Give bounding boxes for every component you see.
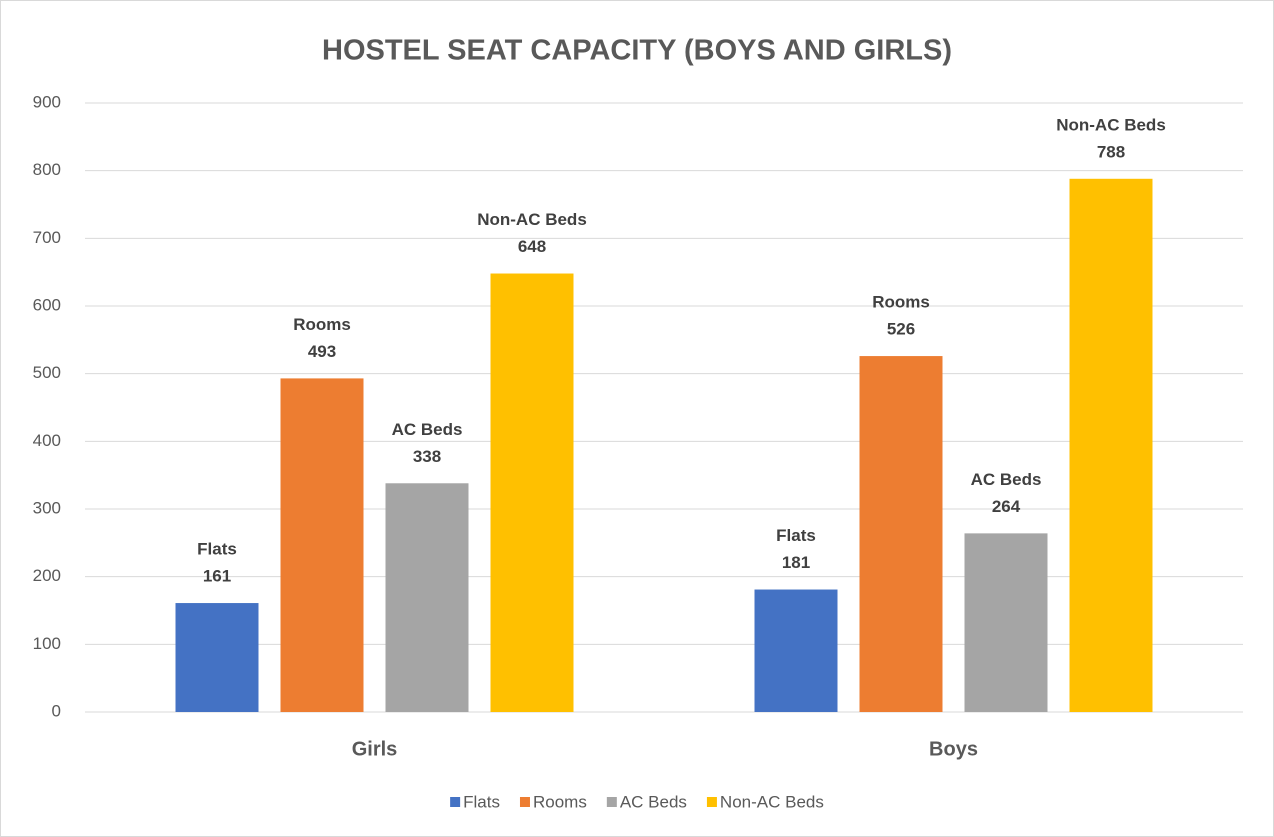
bar	[280, 378, 364, 712]
legend-swatch	[450, 797, 461, 807]
bar	[490, 273, 574, 712]
data-label-name: Flats	[197, 540, 237, 559]
x-tick-label: Boys	[929, 738, 978, 760]
data-label-name: Flats	[776, 526, 816, 545]
y-tick-label: 100	[33, 634, 61, 653]
legend-swatch	[519, 797, 530, 807]
y-tick-label: 200	[33, 566, 61, 585]
data-label-name: AC Beds	[392, 420, 463, 439]
y-tick-label: 700	[33, 228, 61, 247]
data-label-name: Rooms	[872, 293, 930, 312]
data-label: 181	[782, 553, 810, 572]
y-tick-label: 900	[33, 92, 61, 111]
data-label-name: Non-AC Beds	[1056, 115, 1166, 134]
bar	[175, 603, 259, 712]
data-label: 526	[887, 320, 915, 339]
x-tick-label: Girls	[352, 738, 398, 760]
data-label: 161	[203, 567, 231, 586]
legend-swatch	[606, 797, 617, 807]
bar	[1069, 178, 1153, 712]
legend-swatch	[706, 797, 717, 807]
data-label-name: AC Beds	[971, 470, 1042, 489]
data-label: 648	[518, 237, 546, 256]
bar	[385, 483, 469, 712]
data-label-name: Rooms	[293, 315, 351, 334]
y-tick-label: 400	[33, 431, 61, 450]
y-tick-label: 800	[33, 160, 61, 179]
y-tick-label: 600	[33, 295, 61, 314]
bar	[754, 589, 838, 712]
y-tick-label: 0	[52, 701, 61, 720]
data-label: 788	[1097, 142, 1125, 161]
y-tick-label: 500	[33, 363, 61, 382]
legend-label: Rooms	[533, 792, 587, 811]
data-label: 338	[413, 447, 441, 466]
data-label-name: Non-AC Beds	[477, 210, 587, 229]
data-label: 264	[992, 497, 1021, 516]
bar	[859, 356, 943, 712]
bar	[964, 533, 1048, 712]
legend-label: Non-AC Beds	[720, 792, 824, 811]
chart-title: HOSTEL SEAT CAPACITY (BOYS AND GIRLS)	[322, 35, 952, 67]
y-tick-label: 300	[33, 498, 61, 517]
legend-label: Flats	[463, 792, 500, 811]
data-label: 493	[308, 342, 336, 361]
legend-label: AC Beds	[620, 792, 687, 811]
